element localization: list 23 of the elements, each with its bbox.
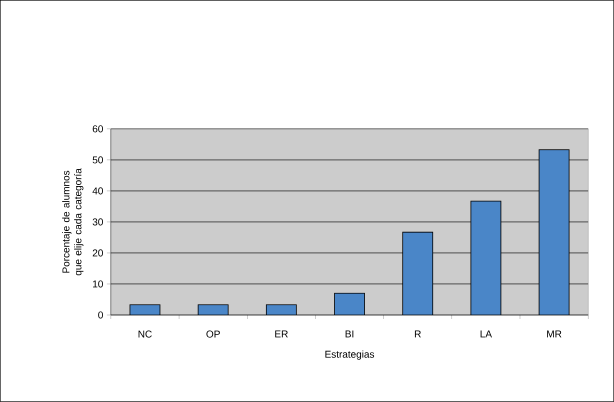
x-tick-label: ER	[275, 330, 288, 338]
y-axis-title: Porcentaje de alumnos que elije cada categoría	[62, 168, 84, 276]
y-tick-label: 10	[93, 280, 103, 288]
bar	[334, 292, 365, 316]
x-tick-label: LA	[480, 330, 492, 338]
bar	[538, 149, 570, 316]
x-axis-title: Estrategias	[325, 350, 374, 360]
bar	[266, 304, 296, 316]
x-tick-label: R	[414, 330, 421, 338]
x-tick-label: MR	[547, 330, 562, 338]
bar	[130, 304, 160, 316]
y-tick-label: 60	[92, 125, 103, 132]
bar	[198, 304, 228, 316]
y-tick-label: 30	[92, 218, 103, 226]
y-tick-label: 40	[92, 187, 103, 195]
y-tick-label: 0	[98, 312, 103, 319]
x-tick-label: NC	[138, 330, 152, 338]
bar	[402, 232, 434, 316]
y-tick-label: 50	[92, 156, 103, 164]
x-tick-label: OP	[206, 330, 220, 338]
x-tick-label: BI	[346, 330, 354, 338]
y-tick-label: 20	[92, 250, 103, 257]
bar	[470, 200, 502, 316]
